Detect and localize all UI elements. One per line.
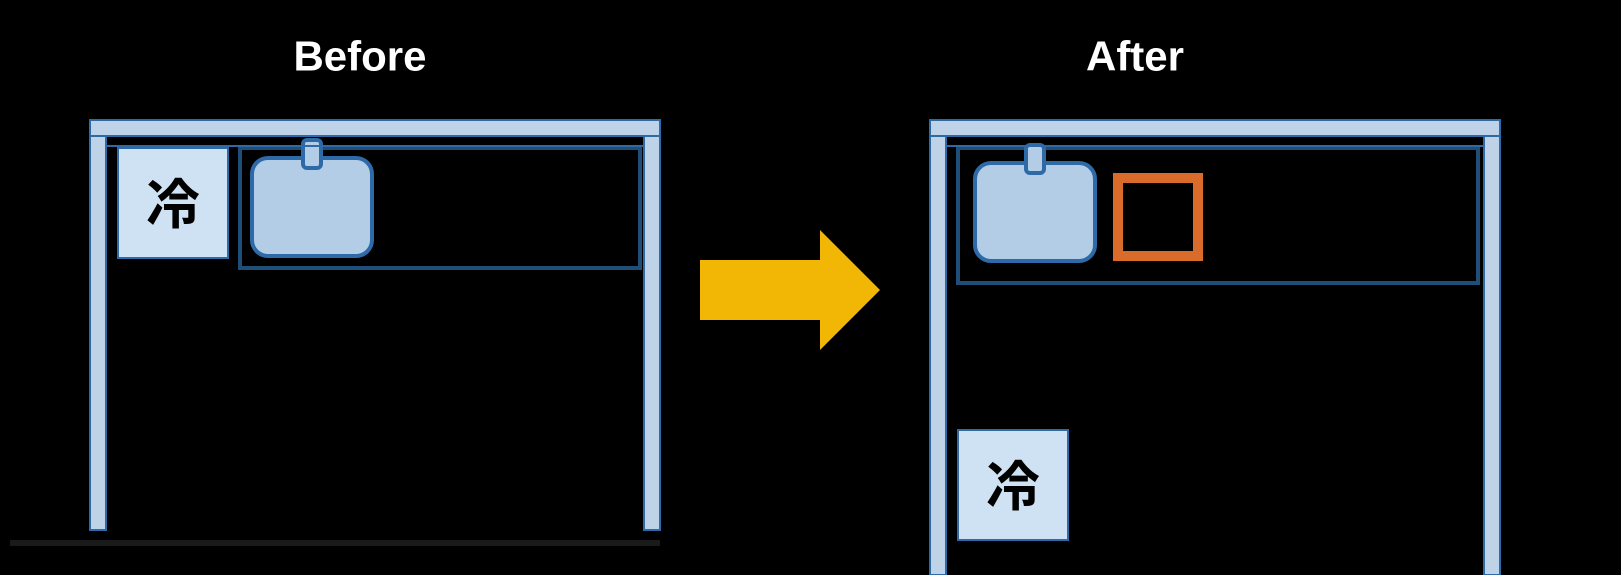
right-post <box>1484 120 1500 575</box>
title-after: After <box>1086 32 1184 79</box>
fridge-label: 冷 <box>986 443 1040 522</box>
right-post <box>644 120 660 530</box>
sink-before <box>252 140 372 256</box>
title-before: Before <box>293 32 426 79</box>
sink-basin <box>252 158 372 256</box>
left-post <box>930 120 946 575</box>
top-beam <box>90 120 660 136</box>
sink-basin <box>975 163 1095 261</box>
sink-faucet <box>303 140 321 168</box>
top-beam <box>930 120 1500 136</box>
fridge-after: 冷 <box>958 430 1068 540</box>
sink-faucet <box>1026 145 1044 173</box>
left-post <box>90 120 106 530</box>
sink-after <box>975 145 1095 261</box>
fridge-label: 冷 <box>146 161 200 240</box>
fridge-before: 冷 <box>118 148 228 258</box>
